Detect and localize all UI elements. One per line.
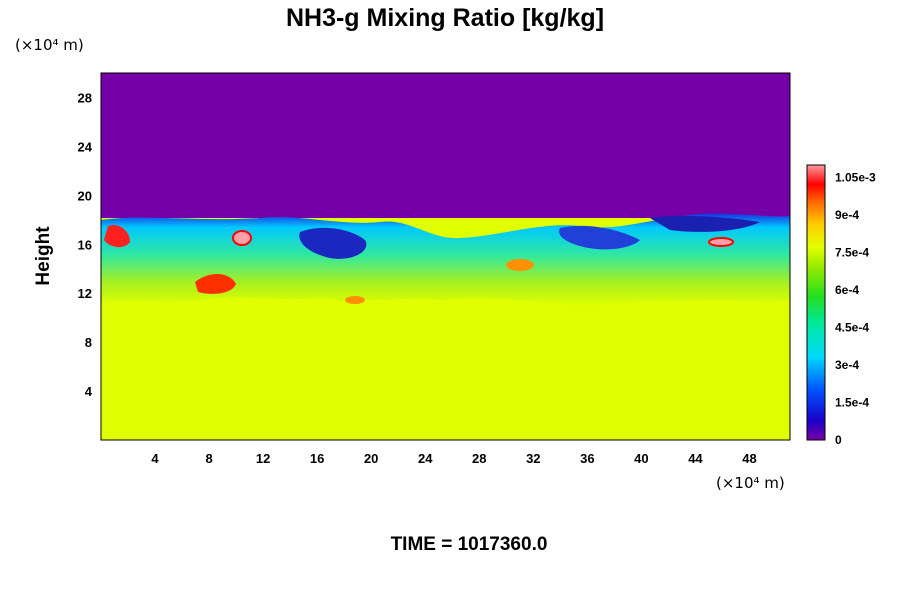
y-tick-label: 24 [78,139,93,154]
dark-blue-eddy [299,227,367,259]
x-tick-label: 12 [256,451,270,466]
pink-anomaly [232,230,252,246]
colorbar-ticks: 1.05e-3 9e-4 7.5e-4 6e-4 4.5e-4 3e-4 1.5e-4 0 [835,171,876,448]
red-anomaly [195,273,236,294]
colorbar-tick-label: 9e-4 [835,208,859,222]
heatmap-field [101,73,790,440]
x-tick-label: 36 [580,451,594,466]
y-axis-label: Height [33,226,54,286]
y-tick-label: 8 [85,335,92,350]
dark-blue-eddy [650,215,760,232]
chart-title: NH3-g Mixing Ratio [kg/kg] [286,4,604,32]
x-tick-label: 16 [310,451,324,466]
x-axis-unit: (×10⁴ m) [716,474,785,492]
x-tick-label: 28 [472,451,486,466]
pink-anomaly [708,237,734,247]
y-tick-label: 4 [85,384,93,399]
dark-blue-eddy [559,225,640,250]
y-axis-unit: (×10⁴ m) [15,36,84,54]
colorbar-tick-label: 3e-4 [835,358,859,372]
x-axis-ticks: 4 8 12 16 20 24 28 32 36 40 44 48 [151,451,756,466]
colorbar [806,164,826,441]
red-anomaly [104,224,130,248]
time-annotation: TIME = 1017360.0 [391,534,548,555]
x-tick-label: 8 [205,451,212,466]
colorbar-tick-label: 1.05e-3 [835,171,876,185]
plot-frame [100,72,791,441]
x-tick-label: 48 [742,451,756,466]
orange-anomaly [345,296,365,304]
x-tick-label: 44 [688,451,703,466]
colorbar-tick-label: 7.5e-4 [835,246,869,260]
colorbar-tick-label: 0 [835,433,842,447]
y-tick-label: 28 [78,90,92,105]
x-tick-label: 20 [364,451,378,466]
colorbar-tick-label: 6e-4 [835,283,859,297]
colorbar-tick-label: 1.5e-4 [835,396,869,410]
orange-anomaly [506,259,534,271]
y-tick-label: 12 [78,286,92,301]
upper-layer [101,73,790,218]
x-tick-label: 32 [526,451,540,466]
x-tick-label: 4 [151,451,159,466]
y-tick-label: 16 [78,237,92,252]
x-tick-label: 40 [634,451,648,466]
y-axis-ticks: 4 8 12 16 20 24 28 [78,90,93,399]
x-tick-label: 24 [418,451,433,466]
colorbar-tick-label: 4.5e-4 [835,321,869,335]
y-tick-label: 20 [78,188,92,203]
